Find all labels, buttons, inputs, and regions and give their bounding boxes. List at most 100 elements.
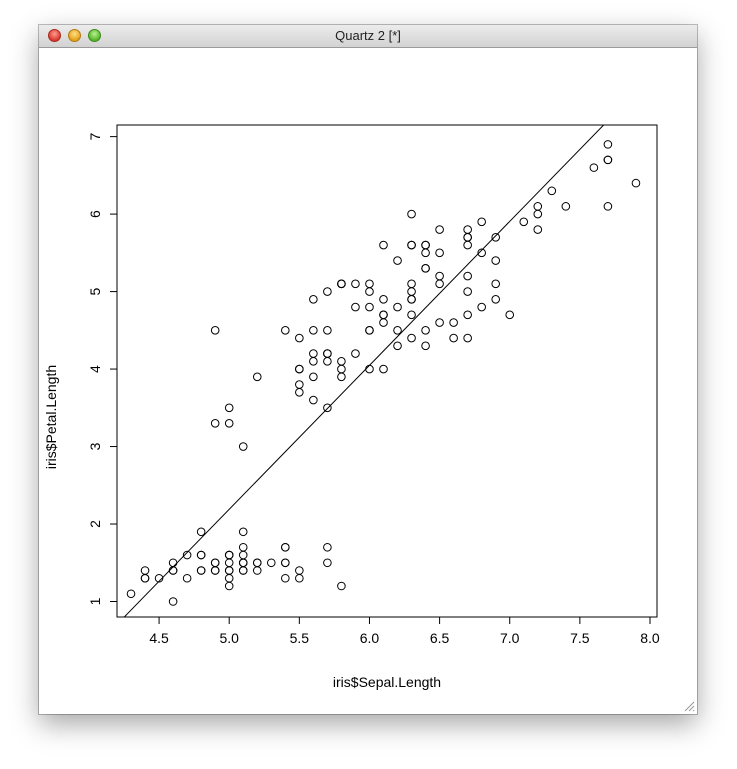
minimize-button[interactable] (68, 29, 81, 42)
data-point (182, 573, 192, 583)
x-tick-label: 5.5 (290, 630, 310, 646)
data-point (435, 279, 444, 289)
data-point (407, 333, 416, 343)
data-point (224, 573, 234, 583)
data-points (126, 140, 641, 606)
data-point (407, 209, 416, 219)
data-point (238, 558, 248, 568)
regression-line (123, 124, 604, 618)
x-axis: 4.5 5.0 5.5 6.0 6.5 7.0 7.5 8.0 (149, 616, 660, 646)
y-axis-label: iris$Petal.Length (43, 365, 59, 469)
data-point (421, 248, 430, 258)
data-point (337, 581, 346, 591)
data-point (379, 295, 388, 304)
data-point (519, 217, 529, 227)
y-tick-label: 6 (87, 210, 103, 218)
x-axis-label: iris$Sepal.Length (333, 674, 441, 690)
y-tick-label: 5 (87, 287, 103, 295)
data-point (421, 341, 430, 351)
x-tick-label: 8.0 (640, 630, 660, 646)
data-point (365, 364, 374, 374)
data-point (491, 233, 501, 242)
data-point (224, 418, 234, 428)
close-button[interactable] (48, 29, 61, 42)
data-point (463, 287, 472, 296)
data-point (323, 287, 332, 296)
data-point (309, 395, 318, 405)
data-point (323, 357, 332, 366)
data-point (323, 326, 332, 335)
data-point (295, 388, 304, 397)
data-point (252, 566, 262, 575)
data-point (126, 589, 136, 599)
window-titlebar[interactable]: Quartz 2 [*] (39, 25, 697, 48)
data-point (589, 163, 599, 172)
data-point (323, 558, 332, 568)
data-point (238, 550, 248, 560)
data-point (295, 566, 304, 575)
data-point (295, 333, 304, 343)
data-point (491, 279, 501, 289)
data-point (351, 349, 360, 358)
x-tick-label: 4.5 (149, 630, 169, 646)
data-point (337, 357, 346, 366)
data-point (238, 527, 248, 537)
data-point (477, 302, 486, 312)
data-point (477, 248, 486, 258)
data-point (196, 550, 206, 560)
data-point (210, 558, 220, 568)
data-point (210, 418, 220, 428)
data-point (561, 202, 571, 211)
y-tick-label: 7 (87, 133, 103, 141)
data-point (379, 318, 388, 327)
data-point (463, 225, 472, 234)
data-point (421, 240, 430, 250)
data-point (407, 295, 416, 304)
data-point (533, 202, 543, 211)
data-point (351, 302, 360, 312)
data-point (533, 209, 543, 219)
data-point (323, 542, 332, 552)
data-point (281, 558, 290, 568)
data-point (337, 372, 346, 382)
data-point (449, 318, 458, 327)
data-point (407, 240, 416, 250)
zoom-button[interactable] (88, 29, 101, 42)
data-point (182, 550, 192, 560)
x-tick-label: 5.0 (219, 630, 239, 646)
resize-grip-icon[interactable] (683, 700, 695, 712)
data-point (435, 248, 444, 258)
data-point (603, 155, 613, 165)
data-point (323, 349, 332, 358)
data-point (365, 279, 374, 289)
data-point (309, 357, 318, 366)
data-point (533, 225, 543, 234)
data-point (603, 140, 613, 149)
data-point (505, 310, 515, 320)
data-point (309, 295, 318, 304)
data-point (168, 558, 178, 568)
data-point (295, 364, 304, 374)
x-tick-label: 6.0 (360, 630, 380, 646)
data-point (393, 341, 402, 351)
data-point (379, 364, 388, 374)
data-point (379, 240, 388, 250)
data-point (224, 566, 234, 575)
data-point (224, 558, 234, 568)
y-tick-label: 1 (87, 597, 103, 605)
data-point (210, 566, 220, 575)
data-point (631, 178, 641, 188)
data-point (435, 318, 444, 327)
x-tick-label: 7.0 (500, 630, 520, 646)
data-point (449, 333, 458, 343)
data-point (196, 527, 206, 537)
data-point (281, 326, 290, 335)
data-point (252, 558, 262, 568)
data-point (435, 225, 444, 234)
x-tick-label: 7.5 (570, 630, 590, 646)
data-point (351, 279, 360, 289)
data-point (140, 566, 150, 575)
data-point (196, 566, 206, 575)
data-point (238, 442, 248, 451)
data-point (210, 326, 220, 335)
